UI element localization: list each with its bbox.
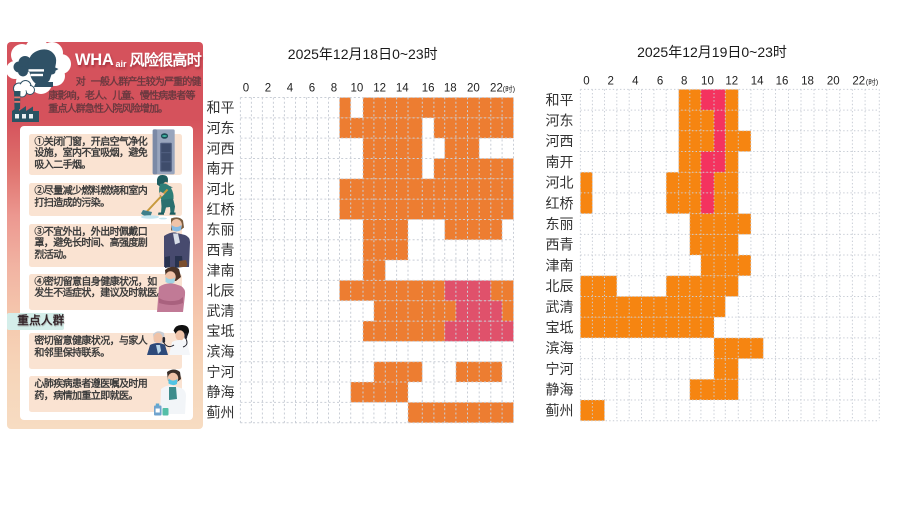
- svg-text:北辰: 北辰: [207, 283, 235, 299]
- svg-text:6: 6: [657, 76, 663, 88]
- svg-text:宁河: 宁河: [546, 361, 574, 377]
- svg-text:(时): (时): [866, 77, 879, 87]
- svg-text:宁河: 宁河: [207, 364, 235, 380]
- svg-text:18: 18: [801, 76, 814, 88]
- svg-text:(时): (时): [503, 84, 516, 94]
- svg-text:10: 10: [350, 83, 363, 95]
- svg-text:和平: 和平: [546, 92, 574, 108]
- svg-text:18: 18: [444, 83, 457, 95]
- svg-text:蓟州: 蓟州: [546, 402, 574, 418]
- svg-text:6: 6: [309, 83, 315, 95]
- svg-text:东丽: 东丽: [207, 222, 235, 238]
- svg-text:南开: 南开: [546, 154, 574, 170]
- svg-text:2: 2: [265, 83, 271, 95]
- svg-text:河北: 河北: [546, 175, 574, 191]
- svg-text:河东: 河东: [546, 112, 574, 128]
- svg-text:16: 16: [422, 83, 435, 95]
- svg-text:22: 22: [490, 83, 503, 95]
- svg-text:2: 2: [607, 76, 613, 88]
- svg-text:南开: 南开: [207, 161, 235, 177]
- svg-text:8: 8: [331, 83, 337, 95]
- svg-text:宝坻: 宝坻: [207, 323, 235, 339]
- svg-text:河西: 河西: [207, 140, 235, 156]
- svg-text:静海: 静海: [207, 384, 235, 400]
- svg-text:红桥: 红桥: [546, 195, 574, 211]
- svg-text:22: 22: [852, 76, 865, 88]
- svg-text:4: 4: [287, 83, 294, 95]
- svg-text:北辰: 北辰: [546, 278, 574, 294]
- svg-text:0: 0: [243, 83, 249, 95]
- svg-text:津南: 津南: [207, 262, 235, 278]
- svg-text:滨海: 滨海: [207, 344, 235, 360]
- svg-text:西青: 西青: [207, 242, 235, 258]
- svg-text:西青: 西青: [546, 237, 574, 253]
- svg-text:津南: 津南: [546, 257, 574, 273]
- svg-text:河西: 河西: [546, 133, 574, 149]
- svg-text:2025年12月18日0~23时: 2025年12月18日0~23时: [288, 46, 438, 62]
- svg-text:2025年12月19日0~23时: 2025年12月19日0~23时: [637, 44, 787, 60]
- svg-text:8: 8: [681, 76, 687, 88]
- svg-text:12: 12: [725, 76, 738, 88]
- svg-text:蓟州: 蓟州: [207, 405, 235, 421]
- svg-text:20: 20: [827, 76, 840, 88]
- svg-text:14: 14: [396, 83, 409, 95]
- svg-text:静海: 静海: [546, 382, 574, 398]
- svg-text:滨海: 滨海: [546, 340, 574, 356]
- svg-text:16: 16: [776, 76, 789, 88]
- svg-text:河东: 河东: [207, 120, 235, 136]
- svg-text:0: 0: [583, 76, 589, 88]
- svg-text:14: 14: [751, 76, 764, 88]
- svg-text:20: 20: [467, 83, 480, 95]
- svg-text:武清: 武清: [207, 303, 235, 319]
- svg-text:12: 12: [373, 83, 386, 95]
- svg-text:红桥: 红桥: [207, 201, 235, 217]
- svg-text:宝坻: 宝坻: [546, 320, 574, 336]
- svg-text:和平: 和平: [207, 100, 235, 116]
- svg-text:东丽: 东丽: [546, 216, 574, 232]
- svg-text:10: 10: [701, 76, 714, 88]
- svg-text:武清: 武清: [546, 299, 574, 315]
- svg-text:4: 4: [632, 76, 639, 88]
- svg-text:河北: 河北: [207, 181, 235, 197]
